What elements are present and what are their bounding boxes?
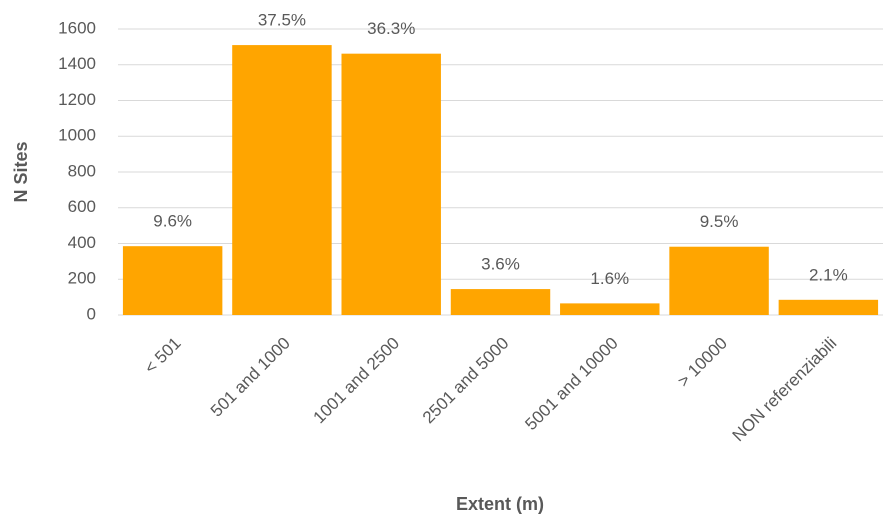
y-tick-label: 0 bbox=[87, 304, 96, 323]
bar bbox=[778, 299, 879, 315]
value-label: 2.1% bbox=[809, 265, 848, 284]
x-tick-label: > 10000 bbox=[674, 334, 731, 391]
x-tick-label: 5001 and 10000 bbox=[521, 334, 621, 434]
x-axis-title: Extent (m) bbox=[456, 494, 544, 514]
bar bbox=[450, 289, 551, 315]
y-tick-label: 1000 bbox=[58, 126, 96, 145]
bar bbox=[560, 303, 660, 315]
x-tick-label: < 501 bbox=[141, 334, 185, 378]
y-tick-label: 400 bbox=[68, 233, 96, 252]
y-tick-label: 1600 bbox=[58, 18, 96, 37]
bar bbox=[341, 53, 441, 315]
bar bbox=[122, 246, 223, 315]
bar bbox=[669, 246, 769, 315]
x-tick-label: 2501 and 5000 bbox=[419, 334, 513, 428]
y-tick-label: 200 bbox=[68, 269, 96, 288]
bar bbox=[232, 45, 332, 316]
value-label: 36.3% bbox=[367, 19, 415, 38]
value-label: 9.5% bbox=[700, 212, 739, 231]
x-tick-label: 1001 and 2500 bbox=[310, 334, 404, 428]
x-tick-label: NON referenziabili bbox=[729, 334, 841, 446]
value-label: 3.6% bbox=[481, 255, 520, 274]
y-axis-title: N Sites bbox=[11, 141, 31, 202]
value-label: 1.6% bbox=[590, 269, 629, 288]
value-label: 37.5% bbox=[258, 11, 306, 30]
y-tick-label: 1200 bbox=[58, 90, 96, 109]
x-tick-label: 501 and 1000 bbox=[207, 334, 294, 421]
value-label: 9.6% bbox=[153, 212, 192, 231]
y-tick-label: 800 bbox=[68, 161, 96, 180]
y-tick-label: 600 bbox=[68, 197, 96, 216]
y-tick-label: 1400 bbox=[58, 54, 96, 73]
